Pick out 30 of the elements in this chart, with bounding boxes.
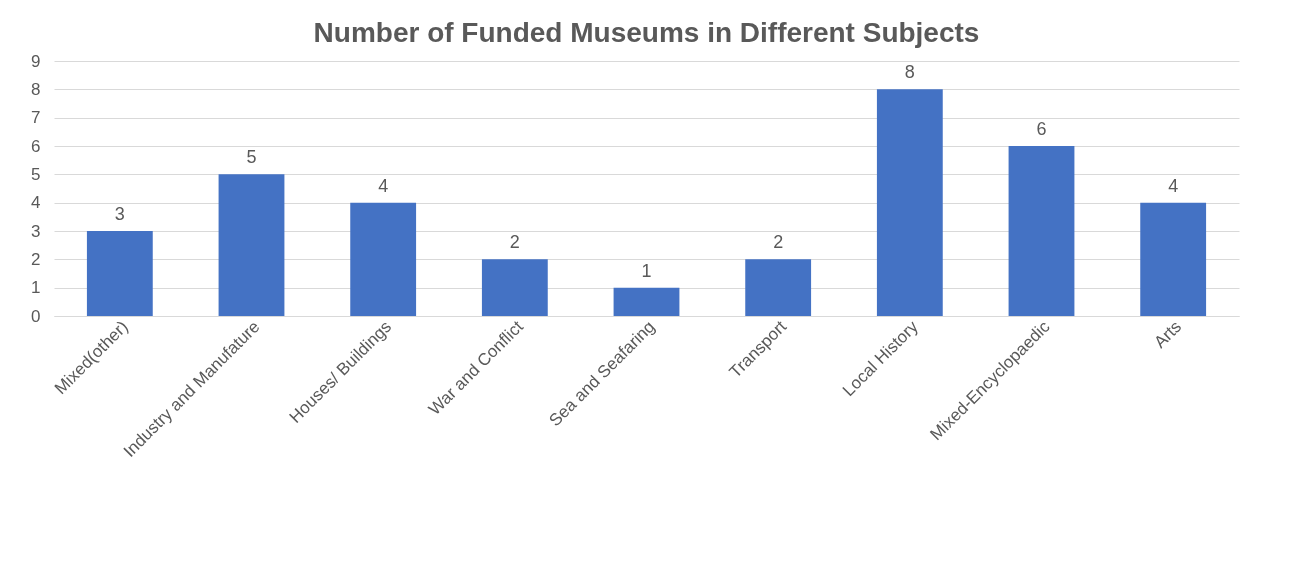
data-label: 1 <box>641 260 652 281</box>
data-label: 6 <box>1036 119 1047 139</box>
y-tick-label: 2 <box>31 249 41 269</box>
data-label: 2 <box>773 232 784 253</box>
bar <box>218 174 285 316</box>
bar <box>613 287 680 316</box>
data-label: 4 <box>378 175 389 196</box>
y-tick-label: 4 <box>31 193 41 213</box>
data-label: 4 <box>1168 175 1179 196</box>
y-tick-label: 7 <box>31 108 41 128</box>
bar <box>876 89 943 316</box>
data-label: 2 <box>509 232 520 253</box>
data-label: 8 <box>904 62 915 83</box>
bar <box>1140 202 1207 316</box>
y-tick-label: 0 <box>31 306 41 326</box>
bar <box>86 231 153 316</box>
bar <box>745 259 812 316</box>
y-tick-label: 5 <box>31 164 41 184</box>
y-tick-label: 6 <box>31 136 41 156</box>
chart-title: Number of Funded Museums in Different Subjects <box>313 17 980 48</box>
x-tick-label: Arts <box>1150 317 1186 352</box>
y-tick-label: 1 <box>31 278 41 298</box>
bar <box>1008 146 1075 316</box>
y-tick-label: 9 <box>31 51 41 71</box>
bar <box>481 259 548 316</box>
y-tick-label: 8 <box>31 79 41 99</box>
bar <box>350 202 417 316</box>
data-label: 3 <box>114 204 125 224</box>
y-tick-label: 3 <box>31 221 41 241</box>
data-label: 5 <box>246 147 257 168</box>
